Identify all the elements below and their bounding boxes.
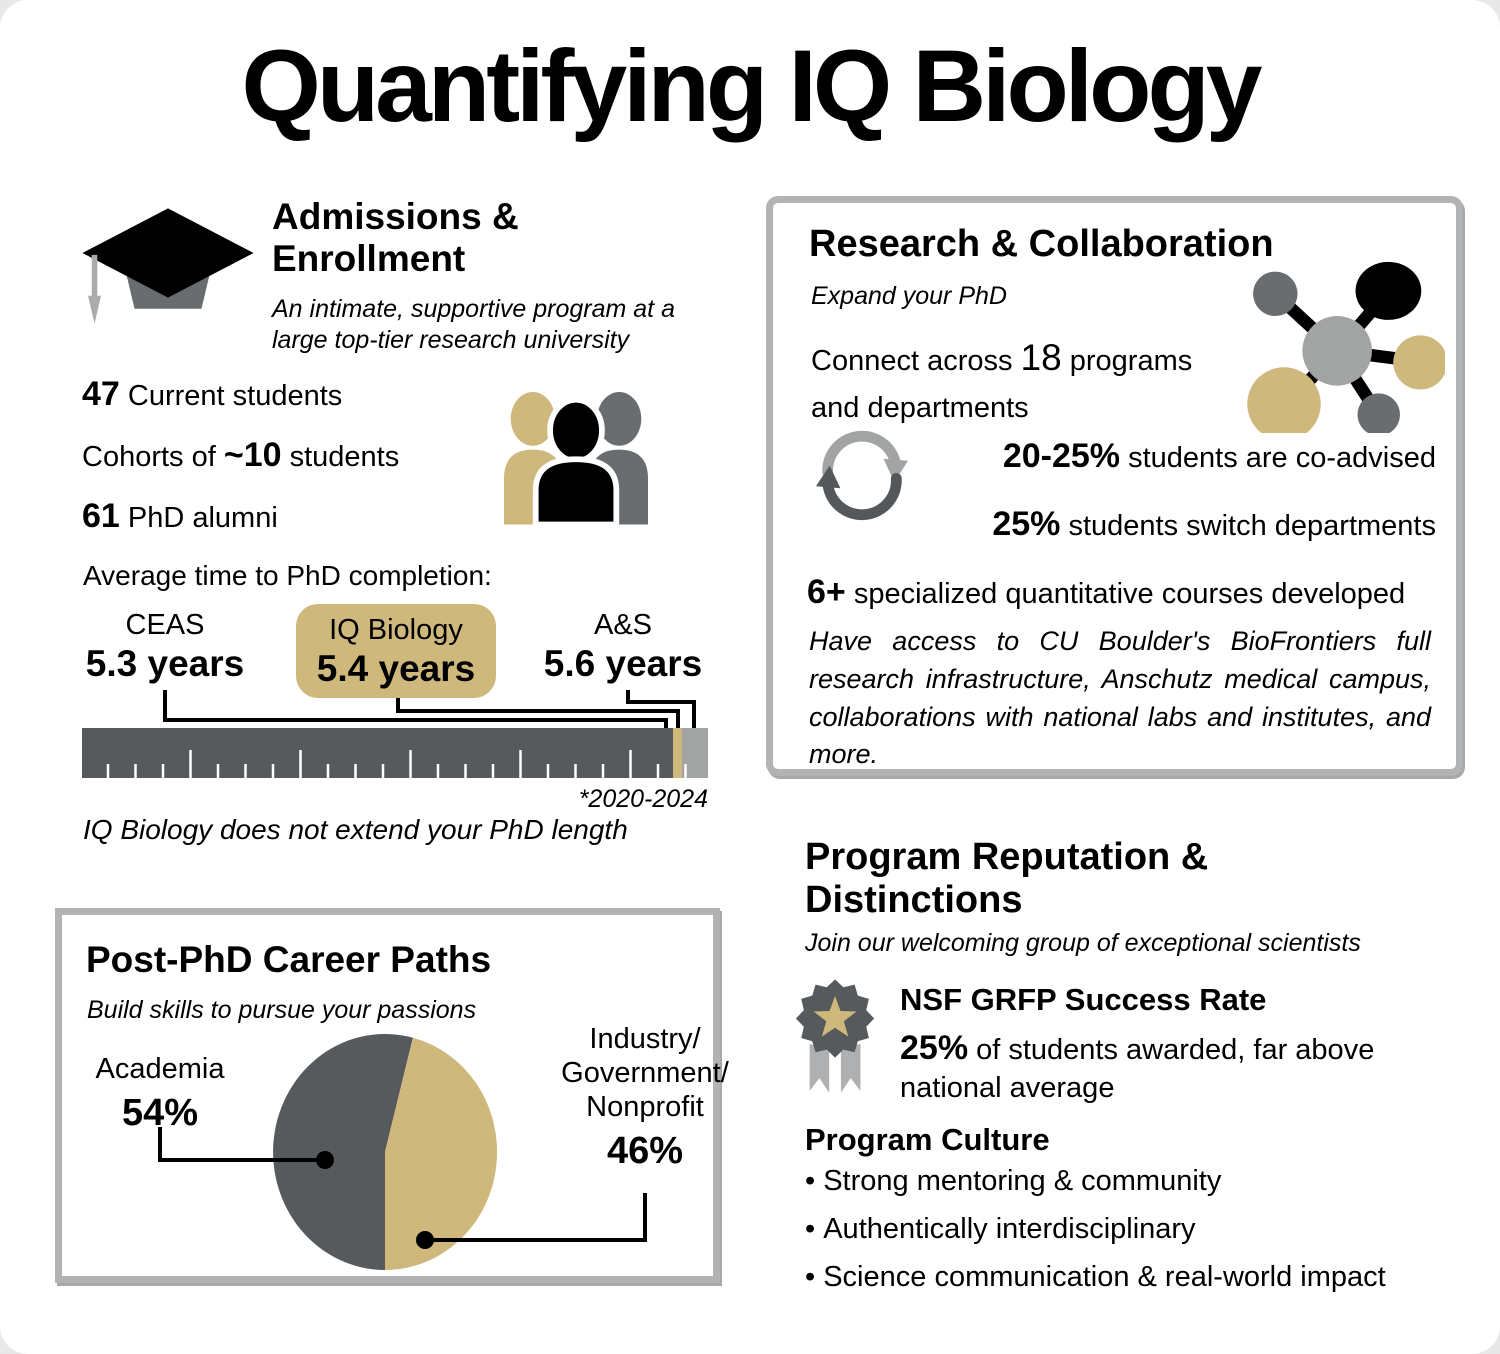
stat-phd-alumni: 61 PhD alumni (82, 497, 278, 535)
careers-subtitle: Build skills to pursue your passions (87, 996, 477, 1024)
phd-length-ruler-chart (80, 688, 710, 788)
admissions-heading: Admissions & Enrollment (272, 196, 519, 279)
nsf-body: 25% of students awarded, far above natio… (900, 1029, 1375, 1105)
culture-bullets: Strong mentoring & community Authentical… (805, 1165, 1445, 1309)
sync-arrows-icon (813, 421, 911, 525)
careers-heading: Post-PhD Career Paths (86, 939, 492, 980)
timeline-note: IQ Biology does not extend your PhD leng… (83, 814, 628, 845)
nsf-heading: NSF GRFP Success Rate (900, 982, 1267, 1017)
research-box: Research & Collaboration Expand your PhD… (766, 196, 1463, 776)
stat-switch-departments: 25% students switch departments (992, 505, 1436, 543)
nsf-grfp-block: NSF GRFP Success Rate 25% of students aw… (900, 982, 1430, 1108)
timeline-caption: Average time to PhD completion: (83, 560, 492, 591)
research-paragraph: Have access to CU Boulder's BioFrontiers… (809, 626, 1431, 770)
admissions-section-header: Admissions & Enrollment An intimate, sup… (272, 196, 712, 356)
stat-cohort-size: Cohorts of ~10 students (82, 436, 400, 474)
culture-bullet: Science communication & real-world impac… (805, 1261, 1445, 1294)
timeline-label-ceas: CEAS 5.3 years (85, 609, 245, 684)
stat-quant-courses: 6+ specialized quantitative courses deve… (807, 573, 1406, 611)
stat-co-advised: 20-25% students are co-advised (1002, 437, 1436, 475)
research-subtitle: Expand your PhD (811, 282, 1007, 310)
stat-value: ~10 (223, 436, 282, 474)
award-badge-icon (793, 975, 881, 1103)
stat-value: 47 (82, 375, 120, 413)
people-icon (480, 380, 672, 525)
culture-bullet: Strong mentoring & community (805, 1165, 1445, 1198)
graduation-cap-icon (75, 198, 261, 334)
network-nodes-icon (1239, 259, 1445, 433)
pie-label-academia: Academia 54% (95, 1053, 225, 1134)
nsf-value: 25% (900, 1029, 969, 1067)
career-pie-chart (62, 915, 713, 1276)
culture-heading: Program Culture (805, 1122, 1050, 1157)
reputation-heading: Program Reputation & Distinctions (805, 836, 1209, 921)
admissions-stats: 47 Current students Cohorts of ~10 stude… (82, 375, 399, 558)
career-paths-box: Post-PhD Career Paths Build skills to pu… (55, 908, 729, 1283)
connect-programs-text: Connect across 18 programs and departmen… (811, 337, 1193, 425)
pie-label-industry: Industry/ Government/ Nonprofit 46% (561, 1023, 729, 1172)
programs-count: 18 (1020, 337, 1062, 378)
timeline-label-as: A&S 5.6 years (543, 609, 703, 684)
timeline-footnote: *2020-2024 (578, 785, 708, 813)
stat-current-students: 47 Current students (82, 375, 343, 413)
admissions-subtitle: An intimate, supportive program at a lar… (272, 294, 675, 354)
research-heading: Research & Collaboration (809, 223, 1274, 265)
stat-value: 61 (82, 497, 120, 535)
page-title: Quantifying IQ Biology (241, 29, 1263, 143)
timeline-label-iq-biology: IQ Biology 5.4 years (296, 604, 496, 699)
reputation-subtitle: Join our welcoming group of exceptional … (805, 929, 1361, 957)
culture-bullet: Authentically interdisciplinary (805, 1213, 1445, 1246)
